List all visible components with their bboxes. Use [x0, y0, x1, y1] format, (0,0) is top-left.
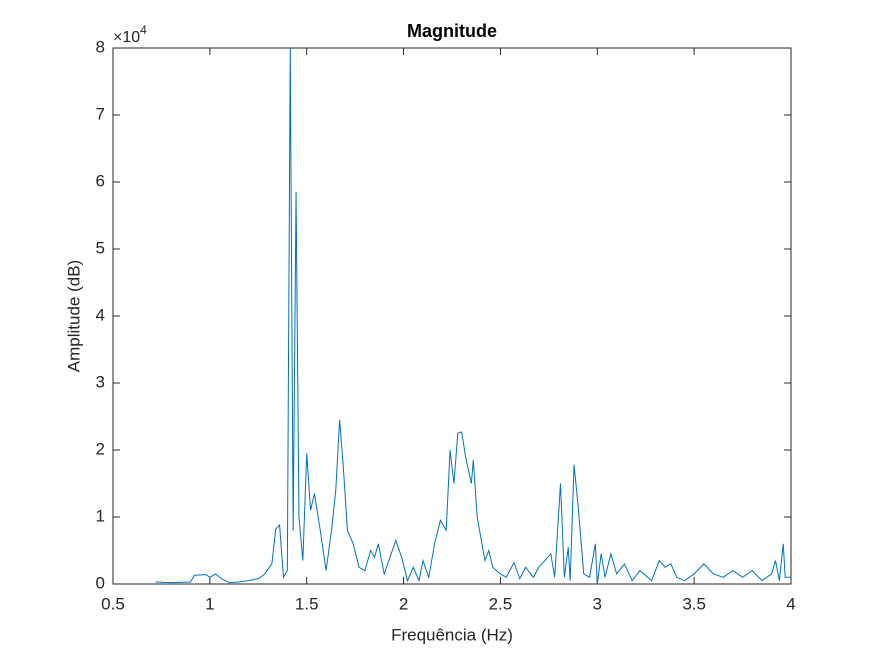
y-tick-label: 2 — [96, 439, 105, 458]
y-tick-label: 0 — [96, 573, 105, 592]
y-tick-label: 8 — [96, 37, 105, 56]
x-tick-label: 0.5 — [101, 594, 125, 613]
y-tick-label: 6 — [96, 171, 105, 190]
data-line — [155, 47, 791, 585]
y-tick-label: 1 — [96, 506, 105, 525]
x-tick-label: 3.5 — [682, 594, 706, 613]
x-tick-label: 2 — [399, 594, 408, 613]
y-tick-label: 3 — [96, 372, 105, 391]
chart-title: Magnitude — [407, 21, 497, 41]
y-multiplier-exponent: 4 — [140, 23, 147, 37]
x-tick-label: 1.5 — [295, 594, 319, 613]
y-axis-label: Amplitude (dB) — [64, 260, 83, 372]
x-tick-label: 2.5 — [489, 594, 513, 613]
y-tick-label: 7 — [96, 104, 105, 123]
y-multiplier-base: ×10 — [113, 29, 140, 46]
y-tick-label: 5 — [96, 238, 105, 257]
y-multiplier: ×104 — [113, 23, 147, 46]
x-tick-label: 3 — [593, 594, 602, 613]
x-tick-label: 4 — [786, 594, 795, 613]
x-tick-label: 1 — [205, 594, 214, 613]
y-tick-label: 4 — [96, 305, 105, 324]
x-axis-label: Frequência (Hz) — [391, 625, 513, 644]
